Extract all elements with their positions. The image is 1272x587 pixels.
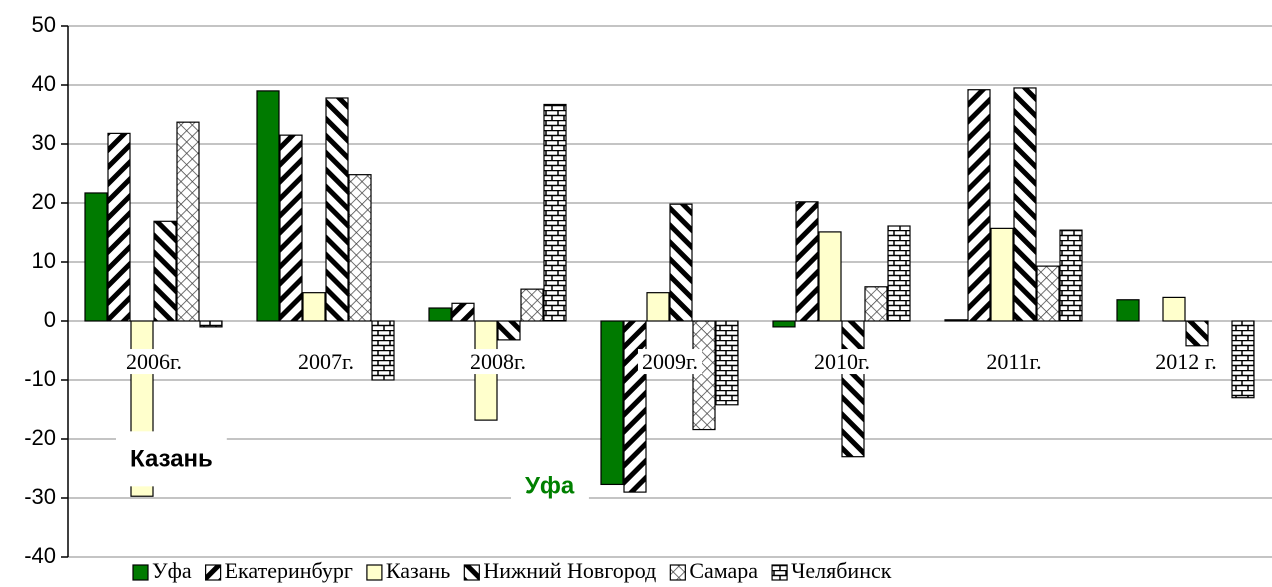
annotation: Уфа [525, 472, 575, 499]
bar [520, 288, 544, 322]
bar [1231, 320, 1255, 399]
bar [1013, 87, 1037, 322]
bar [841, 320, 865, 458]
label-background [637, 349, 703, 375]
bar [279, 134, 303, 322]
legend-label: Нижний Новгород [483, 558, 656, 583]
label-background [293, 349, 359, 375]
bar [84, 192, 108, 322]
y-tick-label: 30 [32, 130, 56, 155]
bar [944, 319, 968, 322]
annotation: Казань [130, 445, 213, 472]
bar [302, 292, 326, 322]
x-tick-label: 2007г. [298, 349, 354, 374]
bar [818, 231, 842, 322]
legend-swatch [366, 564, 383, 581]
bar [1059, 229, 1083, 322]
annotation-background [511, 458, 589, 514]
y-tick-label: -40 [24, 543, 56, 568]
y-tick-label: 40 [32, 71, 56, 96]
annotation-background [116, 431, 227, 487]
label-background [982, 349, 1046, 375]
bar [1036, 265, 1060, 322]
bar [772, 320, 796, 328]
bar [600, 320, 624, 486]
bar [967, 89, 991, 322]
bar [199, 320, 223, 328]
legend-label: Казань [386, 558, 450, 583]
bar [451, 302, 475, 322]
x-tick-label: 2010г. [814, 349, 870, 374]
bar [153, 220, 177, 322]
bar [692, 320, 716, 431]
legend-swatch [771, 564, 788, 581]
bar [1162, 296, 1186, 322]
y-tick-label: -10 [24, 366, 56, 391]
x-tick-label: 2009г. [642, 349, 698, 374]
bar [497, 320, 521, 341]
bar [623, 320, 647, 493]
bar [371, 320, 395, 381]
bar [256, 90, 280, 322]
bar [715, 320, 739, 406]
legend-label: Уфа [152, 558, 192, 583]
y-tick-label: 50 [32, 12, 56, 37]
bar [887, 225, 911, 322]
y-tick-label: -30 [24, 484, 56, 509]
bar [348, 174, 372, 322]
bar [325, 97, 349, 322]
label-background [809, 349, 875, 375]
bar [795, 201, 819, 322]
x-tick-label: 2008г. [470, 349, 526, 374]
bar [864, 286, 888, 322]
legend-label: Челябинск [791, 558, 892, 583]
x-tick-label: 2012 г. [1155, 349, 1217, 374]
label-background [1151, 349, 1221, 375]
legend-swatch [463, 564, 480, 581]
legend-swatch [205, 564, 222, 581]
y-tick-label: 10 [32, 248, 56, 273]
bar [107, 132, 131, 322]
y-tick-label: 20 [32, 189, 56, 214]
bar [428, 307, 452, 322]
legend-swatch [669, 564, 686, 581]
label-background [121, 349, 187, 375]
bar [1116, 299, 1140, 322]
bar [646, 292, 670, 322]
legend-swatch [132, 564, 149, 581]
legend-label: Екатеринбург [225, 558, 353, 583]
bar [176, 121, 200, 322]
legend-label: Самара [689, 558, 758, 583]
y-tick-label: -20 [24, 425, 56, 450]
bar [669, 203, 693, 322]
x-tick-label: 2006г. [126, 349, 182, 374]
label-background [465, 349, 531, 375]
bar [1185, 320, 1209, 347]
bar [990, 227, 1014, 322]
y-tick-label: 0 [44, 307, 56, 332]
x-tick-label: 2011г. [986, 349, 1041, 374]
bar [543, 103, 567, 322]
